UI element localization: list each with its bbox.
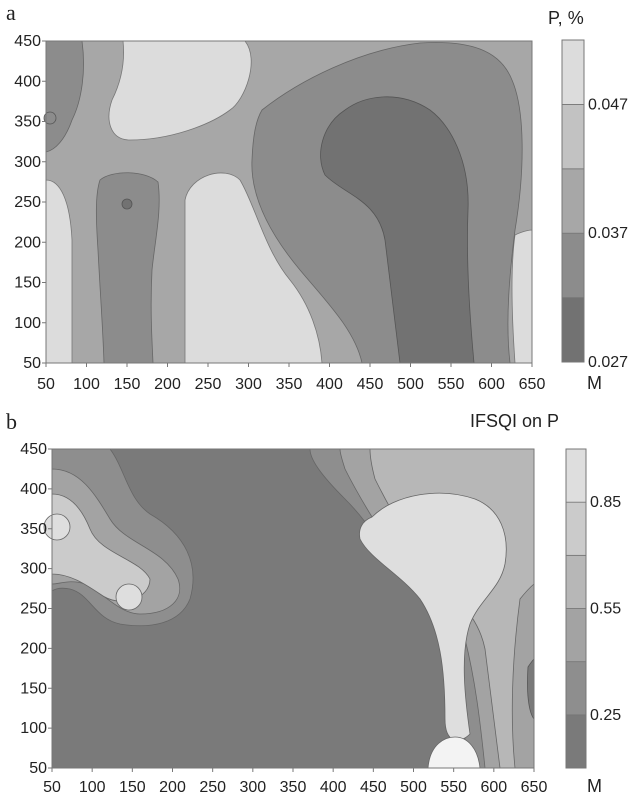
y-tick-label: 350 xyxy=(20,521,47,538)
y-tick-label: 100 xyxy=(14,315,41,332)
legend-label: 0.047 xyxy=(588,96,628,113)
x-tick-label: 100 xyxy=(73,376,100,393)
legend-swatch xyxy=(561,297,585,363)
contour-band-a-6 xyxy=(45,40,84,153)
y-tick-label: 250 xyxy=(14,194,41,211)
x-tick-label: 350 xyxy=(276,376,303,393)
legend-swatch xyxy=(561,168,585,234)
contour-spot-a-2 xyxy=(121,198,133,210)
contour-spot-b-1 xyxy=(43,513,71,541)
y-tick-label: 50 xyxy=(23,355,41,372)
y-tick-label: 50 xyxy=(29,760,47,777)
x-tick-label: 600 xyxy=(478,376,505,393)
x-tick-label: 150 xyxy=(119,779,146,796)
panel-label-b: b xyxy=(6,409,17,434)
y-tick-label: 150 xyxy=(14,275,41,292)
y-tick-label: 450 xyxy=(14,33,41,50)
legend-swatch xyxy=(565,661,587,716)
legend-swatch xyxy=(561,39,585,105)
legend-swatch xyxy=(565,554,587,609)
x-tick-label: 650 xyxy=(521,779,548,796)
x-tick-label: 100 xyxy=(79,779,106,796)
x-tick-label: 450 xyxy=(360,779,387,796)
y-tick-label: 150 xyxy=(20,680,47,697)
x-tick-label: 450 xyxy=(357,376,384,393)
y-tick-label: 400 xyxy=(20,481,47,498)
legend-b: 0.25 0.55 0.85 xyxy=(565,448,621,769)
panel-label-a: a xyxy=(6,0,16,25)
legend-swatch xyxy=(561,104,585,170)
legend-frame xyxy=(561,39,585,363)
y-tick-label: 350 xyxy=(14,114,41,131)
y-tick-label: 400 xyxy=(14,73,41,90)
x-tick-label: 300 xyxy=(235,376,262,393)
y-tick-label: 200 xyxy=(20,640,47,657)
contour-band-b-9 xyxy=(511,583,535,769)
x-tick-label: 350 xyxy=(280,779,307,796)
chart-panel-a: a P, % M 50 100 150 200 250 300 350 400 450 500 55… xyxy=(6,0,628,393)
y-tick-label: 300 xyxy=(14,154,41,171)
chart-panel-b: b IFSQI on P M 50 100 150 200 250 300 350 400 45… xyxy=(0,399,634,798)
legend-label: 0.25 xyxy=(590,707,621,724)
legend-title-a: P, % xyxy=(548,8,584,28)
legend-swatch xyxy=(565,501,587,556)
legend-label: 0.85 xyxy=(590,494,621,511)
x-tick-label: 250 xyxy=(199,779,226,796)
y-tick-label: 200 xyxy=(14,234,41,251)
y-ticks-a: 50 100 150 200 250 300 350 400 450 xyxy=(14,33,46,372)
contour-spot-a-1 xyxy=(43,111,57,125)
contour-band-b-11 xyxy=(427,736,481,769)
x-tick-label: 500 xyxy=(400,779,427,796)
x-tick-label: 200 xyxy=(159,779,186,796)
x-tick-label: 550 xyxy=(440,779,467,796)
legend-swatch xyxy=(565,714,587,769)
x-ticks-b: 50 100 150 200 250 300 350 400 450 500 550 600 650 xyxy=(43,768,547,796)
x-tick-label: 600 xyxy=(480,779,507,796)
plot-area-b xyxy=(43,448,535,769)
contour-band-b-8 xyxy=(359,492,507,741)
legend-swatch xyxy=(565,448,587,503)
x-ticks-a: 50 100 150 200 250 300 350 400 450 500 550 600 650 xyxy=(37,363,545,393)
y-ticks-b: 50 100 150 200 250 300 350 400 450 xyxy=(20,441,52,777)
legend-swatch xyxy=(565,608,587,663)
x-tick-label: 250 xyxy=(195,376,222,393)
x-tick-label: 50 xyxy=(37,376,55,393)
x-tick-label: 550 xyxy=(438,376,465,393)
x-tick-label: 50 xyxy=(43,779,61,796)
contour-band-b-4 xyxy=(51,493,151,602)
contour-band-a-5 xyxy=(511,229,533,364)
contour-band-a-2 xyxy=(108,40,252,141)
y-tick-label: 250 xyxy=(20,601,47,618)
legend-label: 0.55 xyxy=(590,601,621,618)
contour-spot-b-2 xyxy=(115,583,143,611)
x-tick-label: 400 xyxy=(316,376,343,393)
contour-band-a-7 xyxy=(95,172,160,364)
contour-band-a-3 xyxy=(45,179,73,364)
x-tick-label: 300 xyxy=(239,779,266,796)
x-tick-label: 150 xyxy=(114,376,141,393)
plot-area-a xyxy=(43,40,533,364)
legend-swatch xyxy=(561,232,585,298)
y-tick-label: 300 xyxy=(20,561,47,578)
contour-chart-a: a P, % M 50 100 150 200 250 300 350 400 450 500 55… xyxy=(6,0,628,393)
x-tick-label: 650 xyxy=(519,376,546,393)
y-tick-label: 100 xyxy=(20,720,47,737)
legend-label: 0.037 xyxy=(588,225,628,242)
legend-a: 0.027 0.037 0.047 xyxy=(561,39,628,371)
x-axis-label-a: M xyxy=(587,373,602,393)
legend-title-b: IFSQI on P xyxy=(470,411,559,431)
y-tick-label: 450 xyxy=(20,441,47,458)
contour-chart-b: b IFSQI on P M 50 100 150 200 250 300 350 400 45… xyxy=(6,409,621,796)
x-tick-label: 200 xyxy=(154,376,181,393)
legend-frame xyxy=(565,448,587,769)
contour-band-a-4 xyxy=(184,172,323,364)
x-tick-label: 500 xyxy=(397,376,424,393)
x-axis-label-b: M xyxy=(587,776,602,796)
legend-label: 0.027 xyxy=(588,354,628,371)
x-tick-label: 400 xyxy=(320,779,347,796)
